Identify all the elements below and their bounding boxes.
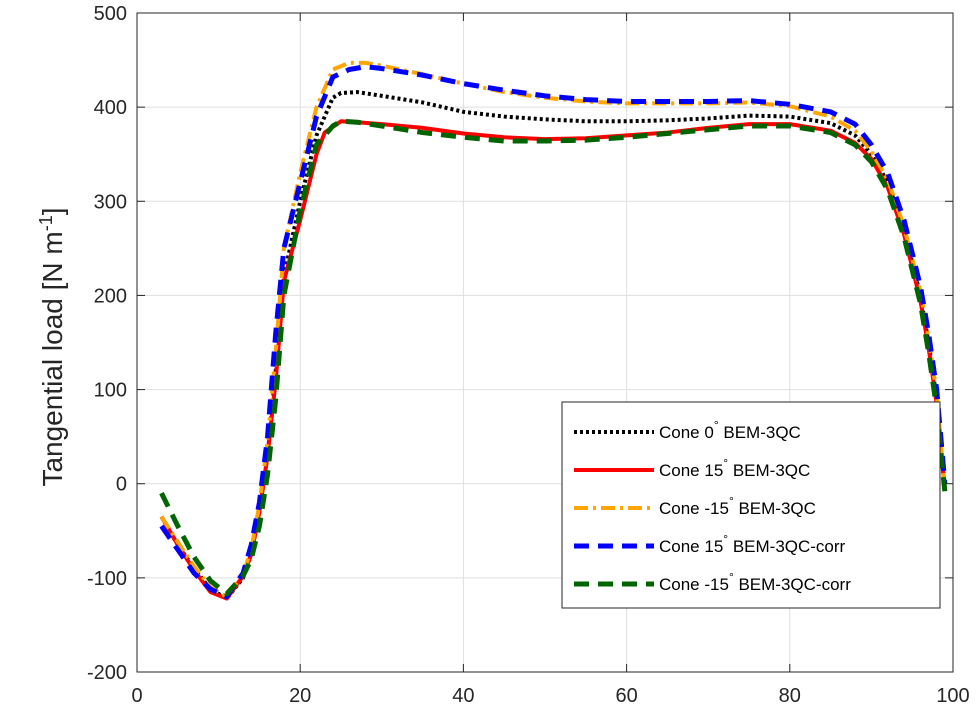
y-tick-label: 500 — [94, 3, 127, 25]
axes-box — [136, 12, 954, 673]
x-tick-label: 80 — [779, 685, 801, 707]
x-tick-label: 40 — [452, 685, 474, 707]
x-tick-label: 0 — [131, 685, 142, 707]
y-tick-label: 400 — [94, 97, 127, 119]
y-tick-label: 300 — [94, 191, 127, 213]
y-tick-label: -100 — [87, 568, 127, 590]
legend-label: Cone 15° BEM-3QC-corr — [659, 532, 846, 556]
legend-label: Cone -15° BEM-3QC-corr — [659, 570, 851, 594]
legend-box — [561, 401, 941, 609]
y-axis-label-main: Tangential load [N m — [37, 231, 68, 486]
y-tick-label: 100 — [94, 380, 127, 402]
x-tick-label: 20 — [289, 685, 311, 707]
y-tick-label: 200 — [94, 285, 127, 307]
y-axis-label-sup: -1 — [36, 215, 56, 231]
series-layer — [159, 60, 948, 601]
axes — [136, 12, 954, 673]
legend-label: Cone 15° BEM-3QC — [659, 456, 810, 480]
y-axis-label-close: ] — [37, 207, 68, 215]
y-tick-label: -200 — [87, 662, 127, 684]
legend: Cone 0° BEM-3QC Cone 15° BEM-3QC Cone -15°… — [561, 401, 941, 609]
y-tick-label: 0 — [116, 474, 127, 496]
x-tick-label: 60 — [615, 685, 637, 707]
y-axis-label: Tangential load [N m-1] — [36, 207, 68, 486]
legend-label: Cone 0° BEM-3QC — [659, 418, 801, 442]
series-line-cone-15-bem-3qc-corr — [159, 64, 948, 600]
legend-label: Cone -15° BEM-3QC — [659, 494, 816, 518]
tick-labels: 0 20 40 60 80 100 -200 -100 0 100 200 300 400 500 — [87, 3, 970, 707]
x-tick-label: 100 — [936, 685, 969, 707]
